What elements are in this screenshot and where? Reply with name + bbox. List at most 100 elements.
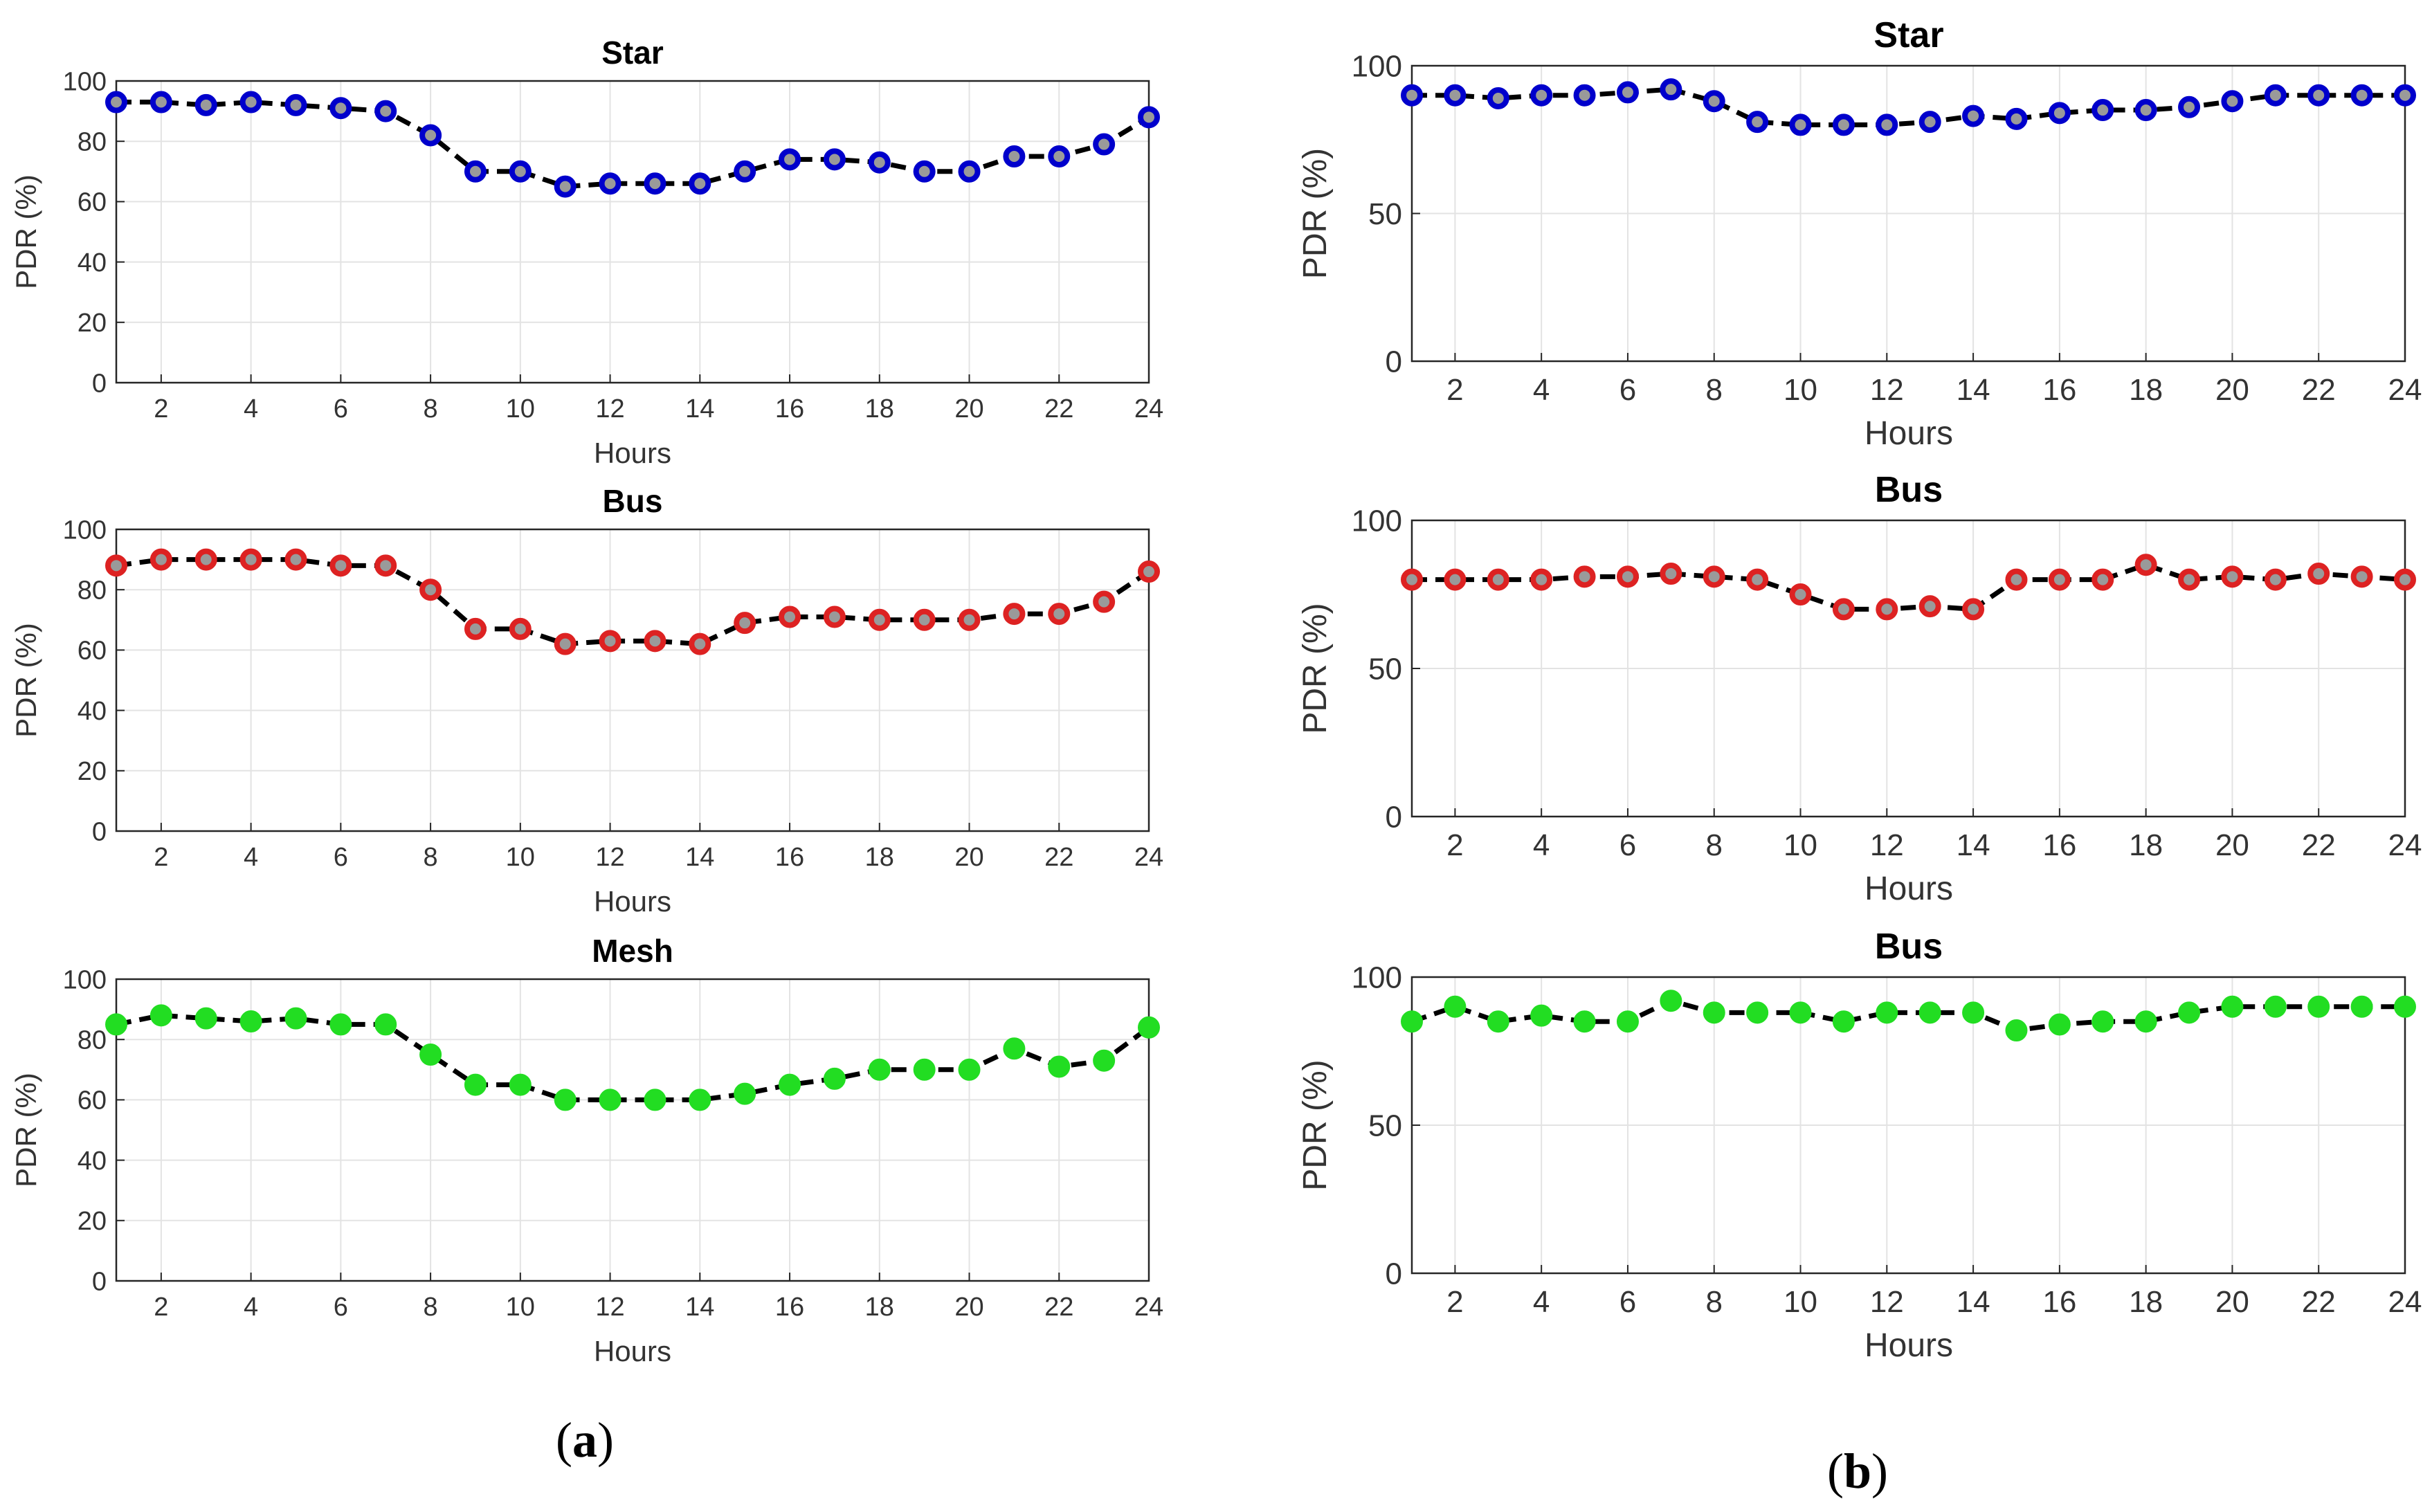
- chart-5-point-4: [1530, 568, 1553, 591]
- chart-1-point-23: [1093, 133, 1116, 156]
- chart-4-axes-box: [1410, 64, 2406, 363]
- chart-5-point-23: [2350, 565, 2373, 588]
- chart-5-xtick-label: 22: [2302, 828, 2336, 862]
- chart-4-point-15: [2005, 107, 2028, 130]
- chart-3-axes-box: [115, 978, 1150, 1282]
- chart-4-xtick-label: 14: [1957, 373, 1990, 407]
- chart-2-point-10: [509, 617, 532, 640]
- chart-5-point-6: [1616, 565, 1639, 588]
- chart-4-point-13: [1918, 111, 1941, 134]
- chart-5-point-8: [1703, 565, 1725, 588]
- chart-2-axes-box: [115, 528, 1150, 832]
- chart-1-point-21: [1003, 145, 1026, 167]
- chart-4-point-10: [1789, 113, 1812, 136]
- chart-4-point-4: [1530, 84, 1553, 107]
- chart-1-ytick-label: 100: [63, 67, 107, 96]
- chart-5-point-19: [2178, 568, 2201, 591]
- chart-1-point-5: [284, 93, 307, 116]
- chart-2-point-13: [644, 630, 666, 653]
- chart-5-point-21: [2264, 568, 2287, 591]
- chart-2-xtick-label: 6: [334, 843, 348, 872]
- chart-4-point-12: [1876, 113, 1898, 136]
- chart-4-point-16: [2048, 102, 2071, 125]
- chart-5-point-24: [2394, 568, 2416, 591]
- chart-6-point-1: [1401, 1010, 1423, 1033]
- chart-3-point-10: [509, 1073, 532, 1096]
- chart-4-xtick-label: 20: [2215, 373, 2249, 407]
- chart-5-xtick-label: 8: [1705, 828, 1722, 862]
- chart-2-point-6: [329, 554, 352, 577]
- chart-6-title: Bus: [1875, 927, 1943, 967]
- chart-6-axes-box: [1410, 976, 2406, 1275]
- chart-3-point-11: [554, 1089, 577, 1111]
- chart-3-point-20: [958, 1058, 981, 1081]
- chart-4-xtick-label: 2: [1446, 373, 1463, 407]
- chart-5-ytick-label: 0: [1386, 800, 1402, 834]
- chart-5-xtick-label: 4: [1533, 828, 1550, 862]
- chart-6-ytick-label: 100: [1352, 960, 1402, 994]
- chart-5-xtick-label: 16: [2042, 828, 2076, 862]
- chart-1-xtick-label: 24: [1134, 394, 1163, 423]
- chart-3-xtick-label: 18: [865, 1293, 894, 1322]
- chart-2-point-11: [554, 632, 577, 655]
- chart-3-point-18: [868, 1058, 891, 1081]
- chart-3-xtick-label: 8: [424, 1293, 438, 1322]
- chart-5-point-13: [1918, 595, 1941, 618]
- chart-6-point-14: [1962, 1001, 1985, 1024]
- chart-4-point-18: [2134, 99, 2157, 122]
- chart-3-ytick-label: 100: [63, 965, 107, 994]
- chart-4-xtick-label: 10: [1784, 373, 1817, 407]
- chart-6-xtick-label: 24: [2388, 1285, 2422, 1319]
- chart-3-point-2: [149, 1004, 172, 1027]
- chart-2: 2 4 6 8 10 12 14 16 18 20 22 24020406080100BusHours…: [10, 483, 1163, 918]
- chart-1-xlabel: Hours: [594, 437, 671, 469]
- chart-5-point-22: [2307, 563, 2330, 585]
- chart-1-point-9: [464, 160, 487, 183]
- chart-5-xtick-label: 18: [2129, 828, 2163, 862]
- chart-1-ytick-label: 20: [78, 309, 107, 338]
- panel-label-b: (b): [1827, 1443, 1888, 1499]
- chart-4-title: Star: [1873, 15, 1943, 55]
- chart-1-point-12: [599, 172, 621, 195]
- chart-3-point-19: [913, 1058, 936, 1081]
- chart-6-xtick-label: 18: [2129, 1285, 2163, 1319]
- chart-1-point-20: [958, 160, 981, 183]
- chart-2-point-21: [1003, 603, 1026, 626]
- chart-2-xtick-label: 24: [1134, 843, 1163, 872]
- chart-6-point-23: [2350, 995, 2373, 1018]
- chart-5-point-14: [1962, 598, 1985, 621]
- chart-5-point-9: [1746, 568, 1769, 591]
- chart-3-title: Mesh: [592, 933, 673, 969]
- panel-label-a-letter: a: [572, 1412, 597, 1468]
- chart-2-ytick-label: 20: [78, 757, 107, 786]
- chart-2-point-17: [823, 605, 846, 628]
- chart-5-title: Bus: [1875, 470, 1943, 510]
- chart-2-ylabel: PDR (%): [10, 623, 42, 738]
- chart-2-xtick-label: 18: [865, 843, 894, 872]
- chart-1-xtick-label: 20: [954, 394, 983, 423]
- chart-2-point-12: [599, 630, 621, 653]
- chart-6-point-2: [1444, 995, 1467, 1018]
- chart-6-point-11: [1832, 1010, 1855, 1033]
- chart-4-point-8: [1703, 90, 1725, 113]
- chart-1-point-14: [689, 172, 711, 195]
- chart-2-point-14: [689, 632, 711, 655]
- chart-1-point-3: [194, 93, 217, 116]
- chart-2-point-4: [239, 548, 262, 571]
- chart-1-point-18: [868, 151, 891, 174]
- chart-2-point-9: [464, 617, 487, 640]
- chart-3-point-3: [194, 1007, 217, 1030]
- chart-1-xtick-label: 8: [424, 394, 438, 423]
- chart-1-point-24: [1138, 106, 1160, 129]
- chart-4-point-17: [2091, 99, 2114, 122]
- chart-3-point-6: [329, 1013, 352, 1036]
- chart-3-ytick-label: 20: [78, 1207, 107, 1236]
- chart-3-xtick-label: 16: [775, 1293, 804, 1322]
- chart-1-point-7: [374, 100, 397, 122]
- chart-4-point-2: [1444, 84, 1467, 107]
- chart-4-ytick-label: 50: [1368, 197, 1402, 231]
- chart-4-point-9: [1746, 111, 1769, 134]
- chart-3-point-5: [284, 1007, 307, 1030]
